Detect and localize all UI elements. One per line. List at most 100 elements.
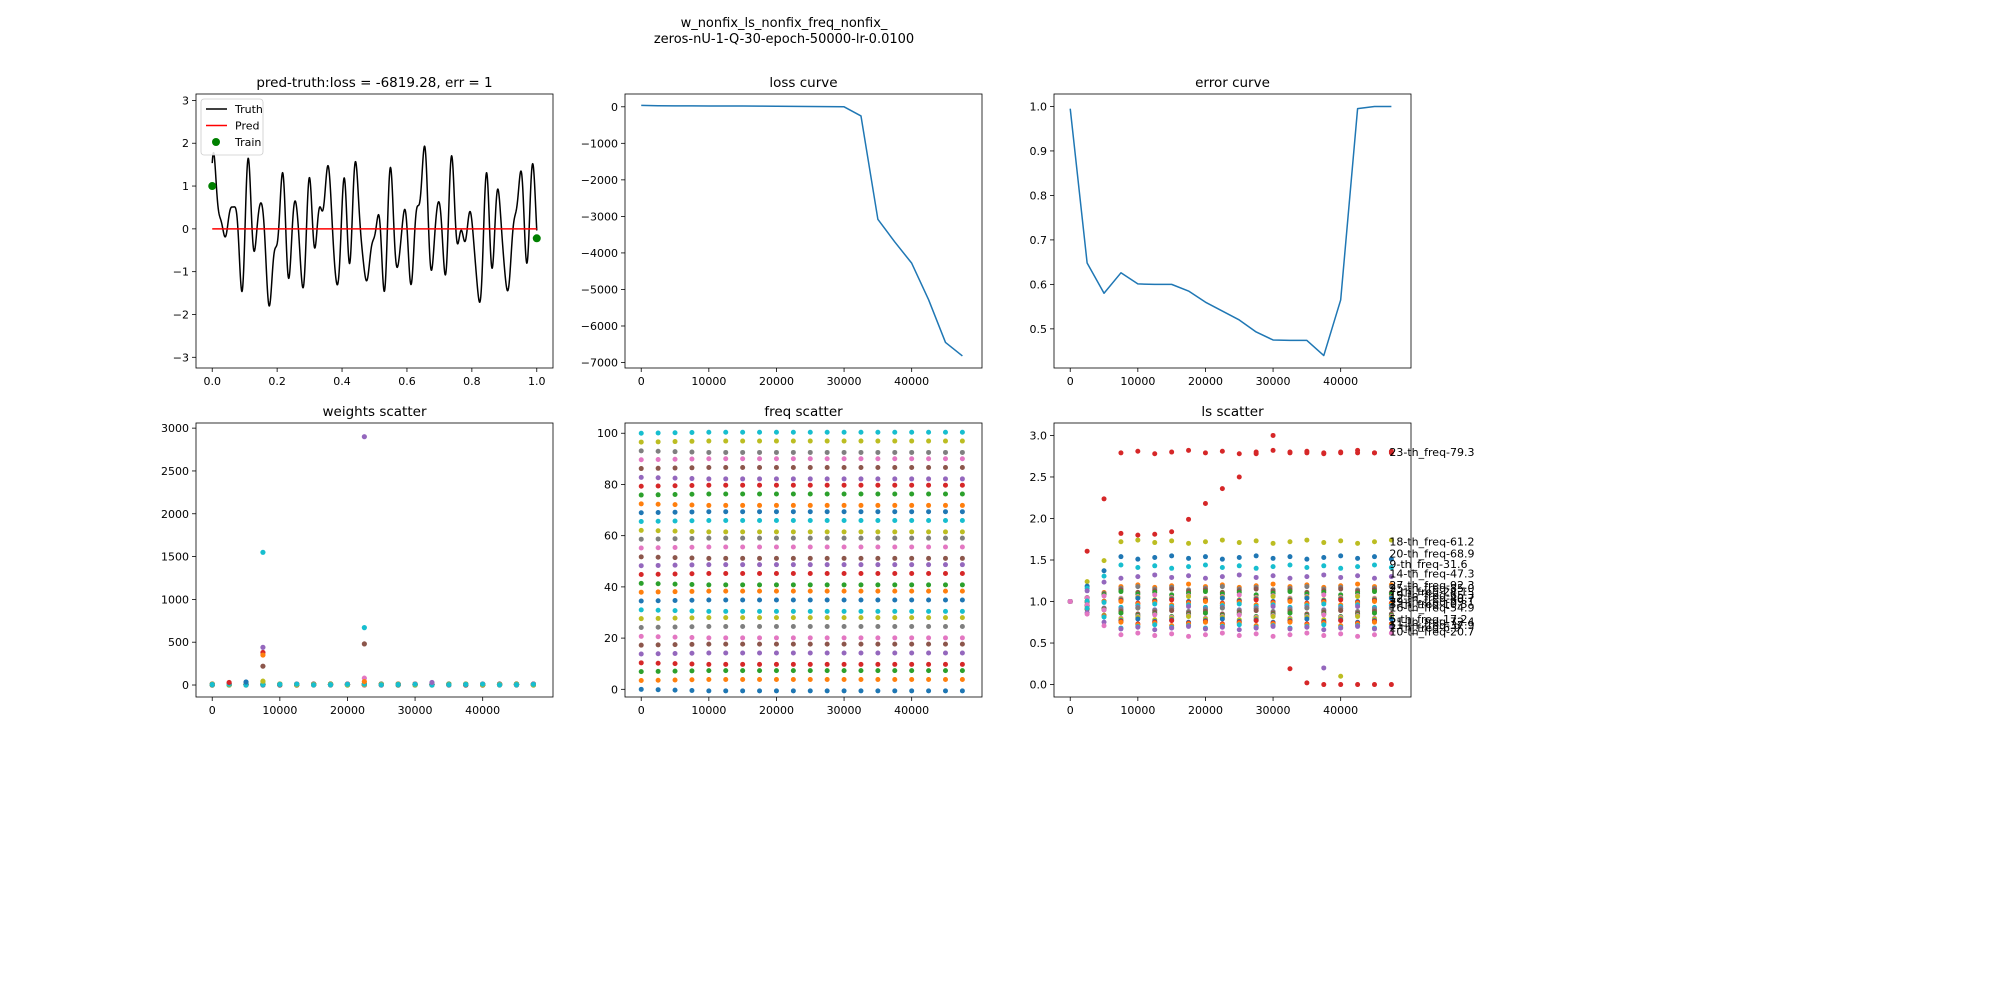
freq-point — [757, 491, 763, 497]
ls-point — [1236, 540, 1242, 546]
ls-point — [1186, 516, 1192, 522]
freq-point — [959, 668, 965, 674]
freq-point — [638, 589, 644, 595]
ls-point — [1084, 602, 1090, 608]
freq-point — [824, 502, 830, 508]
freq-point — [875, 641, 881, 647]
chart-title: freq scatter — [764, 404, 843, 420]
ls-point — [1355, 633, 1361, 639]
x-tick-label: 0.8 — [463, 375, 481, 388]
freq-point — [790, 491, 796, 497]
freq-point — [689, 465, 695, 471]
freq-point — [959, 529, 965, 535]
freq-point — [757, 582, 763, 588]
y-tick-label: 3.0 — [1030, 429, 1048, 442]
ls-point-label: 9-th_freq-31.6 — [1389, 558, 1467, 571]
freq-point — [892, 562, 898, 568]
ls-point — [1186, 564, 1192, 570]
freq-point — [841, 465, 847, 471]
freq-point — [740, 509, 746, 515]
freq-scatter-chart: freq scatter 0 10000 20000 30000 40000 0 20 40 60… — [597, 404, 983, 717]
freq-point — [638, 686, 644, 692]
freq-point — [790, 571, 796, 576]
freq-point — [689, 502, 695, 508]
ls-point — [1388, 682, 1394, 688]
figure-title-line1: w_nonfix_ls_nonfix_freq_nonfix_ — [681, 16, 888, 31]
freq-point — [858, 635, 864, 641]
freq-point — [740, 529, 746, 535]
ls-scatter-chart: ls scatter 0 10000 20000 30000 40000 0.0 0.5 1.0… — [1030, 404, 1475, 717]
freq-point — [672, 509, 678, 515]
ls-point — [1202, 626, 1208, 632]
y-tick-label: 0.8 — [1030, 189, 1048, 202]
freq-point — [757, 650, 763, 656]
ls-point — [1219, 630, 1225, 636]
freq-point — [790, 623, 796, 629]
ls-point — [1355, 540, 1361, 546]
freq-point — [909, 582, 915, 588]
freq-point — [824, 623, 830, 629]
freq-point — [942, 635, 948, 641]
ls-point — [1253, 631, 1259, 637]
freq-point — [959, 509, 965, 515]
freq-point — [909, 623, 915, 629]
freq-point — [942, 661, 948, 667]
weight-point — [260, 678, 266, 684]
freq-point — [757, 668, 763, 674]
train-point — [208, 182, 217, 191]
ls-point-label: 3-th_freq-10.3 — [1389, 598, 1467, 611]
freq-point — [942, 529, 948, 535]
freq-point — [807, 676, 813, 682]
y-tick-label: 500 — [168, 636, 189, 649]
ls-point — [1236, 572, 1242, 578]
freq-point — [892, 544, 898, 550]
freq-point — [875, 571, 881, 576]
freq-point — [926, 688, 932, 694]
ls-point-label: 29-th_freq-99.1 — [1389, 596, 1474, 609]
freq-point — [689, 634, 695, 640]
freq-point — [841, 509, 847, 515]
freq-point — [773, 597, 779, 603]
freq-point — [790, 509, 796, 515]
ls-point — [1219, 448, 1225, 454]
freq-point — [689, 597, 695, 603]
ls-point — [1202, 554, 1208, 560]
ls-point — [1287, 619, 1293, 625]
axes-frame — [624, 93, 983, 369]
freq-point — [926, 615, 932, 621]
ls-point — [1338, 586, 1344, 592]
y-tick-label: 80 — [604, 478, 618, 491]
freq-point — [807, 688, 813, 694]
freq-point — [942, 518, 948, 524]
freq-point — [672, 528, 678, 534]
ls-point — [1388, 537, 1394, 543]
freq-point — [959, 562, 965, 568]
freq-point — [740, 465, 746, 471]
freq-point — [926, 668, 932, 674]
freq-point — [841, 482, 847, 488]
freq-point — [824, 688, 830, 694]
ls-point — [1202, 501, 1208, 507]
freq-point — [672, 581, 678, 587]
freq-point — [723, 668, 729, 674]
y-tick-label: −5000 — [581, 283, 618, 296]
freq-point — [655, 634, 661, 640]
freq-point — [926, 623, 932, 629]
x-tick-label: 0.0 — [203, 375, 221, 388]
freq-point — [706, 535, 712, 541]
freq-point — [706, 582, 712, 588]
ls-point — [1118, 632, 1124, 638]
y-tick-label: 2 — [182, 137, 189, 150]
freq-point — [672, 608, 678, 614]
freq-point — [841, 608, 847, 614]
y-tick-label: 0 — [611, 683, 618, 696]
ls-point — [1101, 573, 1107, 579]
freq-point — [757, 597, 763, 603]
freq-point — [807, 571, 813, 576]
freq-point — [757, 661, 763, 667]
freq-point — [638, 616, 644, 622]
freq-point — [841, 641, 847, 647]
freq-point — [959, 535, 965, 541]
freq-point — [858, 562, 864, 568]
ls-point — [1355, 604, 1361, 609]
